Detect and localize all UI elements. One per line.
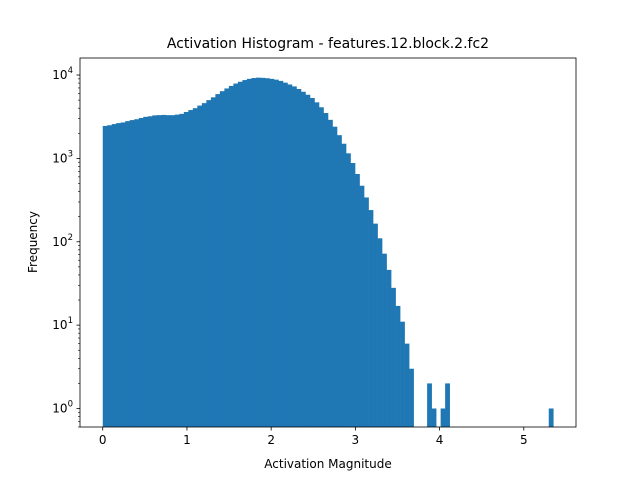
histogram-bar	[314, 102, 320, 428]
histogram-bar	[337, 135, 342, 427]
histogram-bar	[386, 269, 392, 427]
x-tick-label: 5	[520, 433, 528, 447]
x-tick-label: 0	[99, 433, 107, 447]
y-tick-label: 102	[52, 233, 73, 249]
histogram-bar	[269, 78, 275, 427]
chart-title: Activation Histogram - features.12.block…	[167, 36, 489, 52]
x-tick-label: 1	[183, 433, 191, 447]
x-axis-ticks: 0 1 2 3 4 5	[99, 427, 528, 447]
y-axis-label: Frequency	[26, 211, 40, 273]
y-tick-label: 103	[52, 149, 73, 165]
histogram-bar	[409, 368, 414, 427]
histogram-bar	[210, 97, 216, 427]
histogram-bar	[427, 383, 432, 427]
histogram-bar	[278, 80, 284, 428]
histogram-bar	[368, 210, 374, 427]
histogram-bar	[273, 79, 279, 428]
histogram-bar	[377, 238, 383, 427]
histogram-bar	[318, 107, 324, 428]
histogram-bar	[350, 163, 356, 427]
plot-frame	[79, 57, 577, 428]
histogram-bar	[152, 115, 158, 427]
histogram-bar	[355, 173, 360, 427]
histogram-bar	[246, 78, 252, 427]
histogram-bar	[111, 124, 117, 427]
histogram-bar	[188, 110, 194, 428]
histogram-bar	[143, 116, 149, 427]
histogram-bar	[548, 408, 554, 427]
histogram-bar	[201, 103, 207, 427]
histogram-bar	[242, 80, 248, 427]
histogram-bar	[174, 114, 180, 428]
histogram-bar	[224, 88, 230, 427]
histogram-bar	[102, 125, 108, 427]
y-tick-label: 101	[52, 316, 73, 332]
histogram-bar	[323, 113, 329, 427]
histogram-bar	[264, 78, 270, 427]
histogram-bar	[300, 91, 306, 427]
x-tick-label: 4	[436, 433, 444, 447]
histogram-bar	[192, 108, 198, 427]
histogram-bar	[251, 78, 257, 427]
histogram-bar	[346, 153, 351, 427]
histogram-bar	[129, 120, 135, 427]
histogram-bar	[138, 118, 144, 427]
histogram-bar	[400, 321, 405, 427]
histogram-bar	[120, 122, 126, 428]
histogram-bar	[332, 126, 338, 427]
histogram-bar	[179, 113, 185, 428]
histogram-bar	[206, 100, 212, 428]
y-tick-label: 104	[52, 66, 73, 82]
histogram-bar	[215, 94, 221, 428]
histogram-bar	[156, 115, 162, 427]
x-tick-label: 2	[267, 433, 275, 447]
histogram-bar	[165, 115, 171, 427]
histogram-bar	[328, 119, 333, 427]
histogram-bar	[107, 125, 113, 428]
histogram-bar	[116, 123, 122, 427]
histogram-bar	[287, 84, 293, 427]
histogram-bar	[170, 115, 176, 427]
histogram-bar	[125, 121, 131, 428]
histogram-bar	[291, 86, 297, 427]
histogram-bar	[382, 253, 387, 427]
histogram-bar	[197, 105, 203, 427]
x-axis-label: Activation Magnitude	[264, 457, 391, 471]
histogram-bar	[296, 88, 302, 427]
histogram-bar	[373, 223, 378, 427]
histogram-bar	[237, 81, 243, 427]
histogram-bar	[219, 91, 225, 428]
histogram-bar	[359, 185, 365, 427]
histogram-bar	[305, 94, 311, 428]
histogram-bar	[364, 197, 369, 427]
y-tick-label: 100	[52, 400, 73, 416]
histogram-bar	[404, 343, 410, 427]
histogram-bar	[395, 305, 401, 427]
histogram-bar	[233, 83, 239, 428]
histogram-bar	[440, 408, 446, 427]
histogram-bar	[431, 408, 437, 427]
histogram-bar	[134, 119, 140, 427]
histogram-bar	[183, 112, 189, 427]
histogram-bar	[391, 287, 396, 427]
histogram-bar	[147, 116, 153, 428]
histogram-bar	[445, 383, 450, 427]
histogram-bars	[102, 77, 554, 428]
y-axis-ticks: 100 101 102 103 104	[52, 66, 80, 428]
histogram-bar	[282, 82, 288, 428]
histogram-bar	[341, 143, 347, 427]
histogram-bar	[228, 85, 234, 428]
histogram-bar	[161, 114, 167, 427]
x-tick-label: 3	[352, 433, 360, 447]
histogram-bar	[255, 77, 261, 428]
histogram-bar	[260, 77, 266, 427]
histogram-bar	[309, 98, 315, 427]
